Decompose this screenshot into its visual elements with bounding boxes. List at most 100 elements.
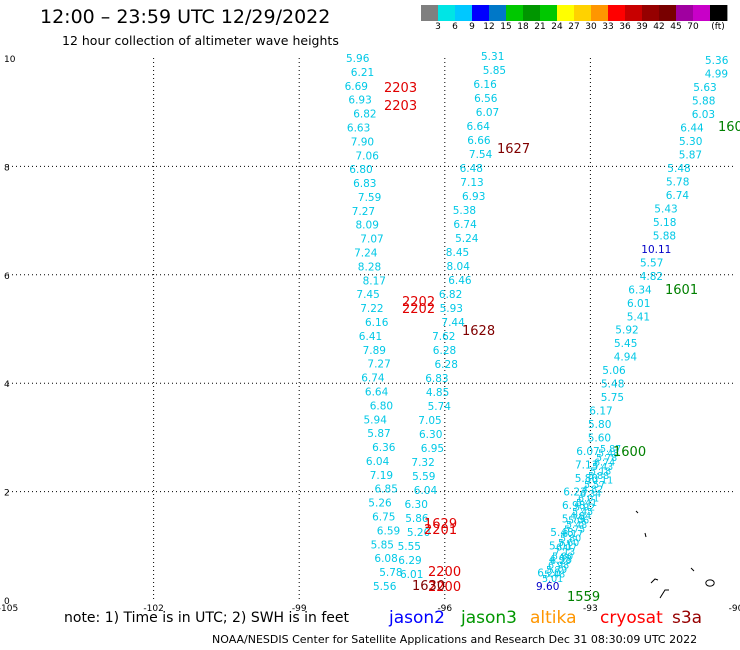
wave-height-value: 5.85	[371, 539, 394, 551]
wave-height-value: 7.19	[370, 470, 393, 482]
wave-height-value: 6.36	[372, 442, 396, 454]
wave-height-value: 5.18	[590, 466, 611, 477]
y-tick-label: 6	[4, 272, 10, 282]
wave-height-value: 5.26	[368, 498, 392, 510]
page-title: 12:00 – 23:59 UTC 12/29/2022	[40, 6, 331, 28]
wave-height-value: 6.17	[562, 529, 583, 540]
wave-height-value: 5.48	[544, 570, 565, 581]
wave-height-value: 6.44	[680, 122, 704, 134]
wave-height-value: 5.56	[373, 581, 397, 593]
color-scale-label: 6	[452, 22, 458, 32]
wave-height-value: 5.06	[568, 516, 589, 527]
color-swatch	[506, 5, 524, 21]
legend-s3a: s3a	[672, 608, 703, 628]
color-scale-bar	[421, 5, 728, 21]
wave-height-value: 7.06	[356, 150, 380, 162]
wave-height-value: 5.48	[667, 163, 690, 175]
wave-height-value: 6.80	[370, 400, 393, 412]
wave-height-value: 6.82	[439, 289, 462, 301]
wave-height-value: 6.04	[366, 456, 390, 468]
wave-height-value: 5.57	[640, 257, 663, 269]
wave-height-value: 5.36	[705, 55, 729, 67]
coastline-segment	[644, 532, 647, 538]
color-swatch	[523, 5, 541, 21]
wave-height-value: 6.29	[398, 555, 421, 567]
pass-time-label: 1600	[613, 445, 646, 460]
x-tick-label: -90	[729, 604, 740, 614]
color-scale-label: 27	[568, 22, 580, 32]
wave-height-value: 5.80	[588, 419, 611, 431]
wave-height-value: 5.80	[575, 473, 598, 485]
wave-height-value: 5.74	[428, 401, 452, 413]
y-tick-label: 4	[4, 380, 10, 390]
wave-height-value: 6.74	[666, 190, 690, 202]
color-swatch	[608, 5, 626, 21]
wave-height-value: 6.46	[448, 275, 472, 287]
wave-height-value: 6.85	[375, 484, 398, 496]
wave-height-value: 5.48	[601, 379, 624, 391]
wave-height-value: 7.32	[411, 457, 434, 469]
pass-time-label: 2203	[384, 99, 417, 114]
wave-height-value: 8.17	[363, 275, 386, 287]
wave-height-value: 5.88	[692, 96, 715, 108]
wave-height-value: 6.07	[476, 107, 499, 119]
wave-height-value: 7.90	[351, 136, 374, 148]
color-scale-label: 39	[636, 22, 648, 32]
wave-height-value: 6.30	[405, 499, 428, 511]
wave-height-value: 6.41	[359, 331, 382, 343]
wave-height-value: 5.06	[602, 365, 626, 377]
color-scale-label: (ft)	[711, 22, 725, 32]
wave-height-value: 5.38	[453, 205, 476, 217]
wave-height-value: 6.01	[578, 493, 599, 504]
wave-height-value: 8.04	[447, 261, 471, 273]
pass-time-label: 1628	[462, 324, 495, 339]
wave-height-value: 5.78	[596, 453, 617, 464]
wave-height-value: 6.04	[414, 485, 438, 497]
axis-tick-labels: -105 -102 -99 -96 -93 -90 0 2 4 6 8 10	[0, 55, 740, 614]
wave-height-value: 5.80	[552, 552, 573, 563]
pass-time-label: 2200	[428, 565, 461, 580]
wave-height-value: 5.48	[598, 449, 619, 460]
coastline-segment	[659, 589, 669, 599]
credit-line: NOAA/NESDIS Center for Satellite Applica…	[212, 633, 698, 646]
wave-height-value: 5.45	[614, 338, 637, 350]
wave-height-value: 6.48	[460, 163, 483, 175]
wave-height-value: 6.01	[627, 298, 650, 310]
legend-jason3: jason3	[461, 608, 517, 628]
color-scale-label: 30	[585, 22, 597, 32]
wave-height-value: 4.82	[582, 484, 603, 495]
color-scale-label: 45	[670, 22, 682, 32]
wave-height-value: 5.79	[562, 514, 585, 526]
x-tick-label: -102	[143, 604, 163, 614]
wave-height-value: 6.64	[467, 121, 491, 133]
wave-height-value: 6.28	[435, 359, 458, 371]
wave-height-value: 6.16	[473, 79, 497, 91]
wave-height-value: 10.11	[641, 244, 671, 256]
wave-height-value: 7.54	[469, 149, 493, 161]
y-tick-label: 10	[4, 55, 16, 65]
wave-height-value: 6.74	[453, 219, 477, 231]
legend-jason2: jason2	[389, 608, 445, 628]
color-swatch	[591, 5, 609, 21]
color-swatch	[540, 5, 558, 21]
wave-height-value: 8.09	[356, 220, 379, 232]
wave-height-value: 6.82	[353, 109, 376, 121]
wave-height-value: 6.98	[548, 561, 569, 572]
wave-height-value: 5.87	[367, 428, 390, 440]
wave-height-value: 5.87	[600, 444, 621, 455]
wave-height-value: 5.88	[653, 230, 676, 242]
coastline-segment	[635, 510, 639, 514]
wave-height-value: 7.27	[352, 206, 375, 218]
wave-height-value: 6.93	[462, 191, 485, 203]
wave-height-value: 5.75	[601, 392, 624, 404]
color-swatch	[421, 5, 439, 21]
pass-time-label: 1559	[567, 590, 600, 605]
grid-lines	[8, 58, 736, 600]
wave-height-value: 6.23	[550, 556, 571, 567]
wave-height-value: 5.92	[574, 502, 595, 513]
pass-time-label: 2202	[402, 302, 435, 317]
wave-height-value: 5.43	[654, 203, 677, 215]
wave-height-value: 5.79	[546, 565, 567, 576]
wave-height-value: 6.93	[348, 95, 371, 107]
color-swatch	[710, 5, 728, 21]
